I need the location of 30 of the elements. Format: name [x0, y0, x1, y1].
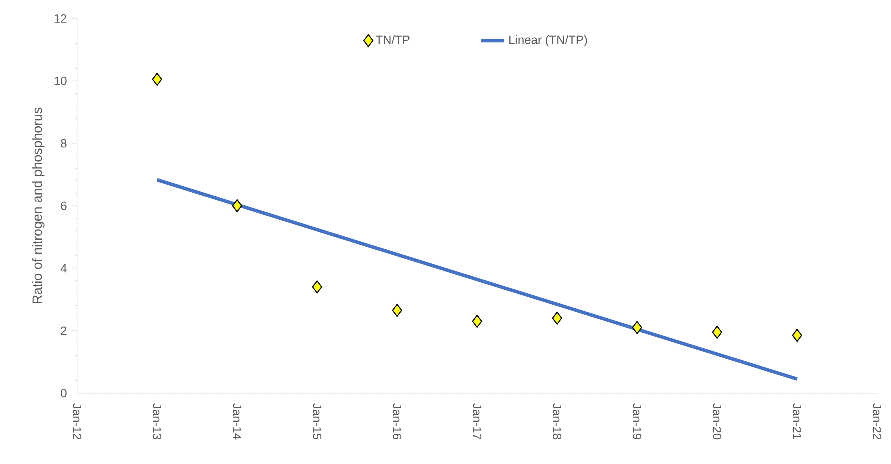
y-tick-label: 12 — [54, 14, 67, 23]
point — [152, 73, 162, 86]
x-tick-label: Jan-21 — [793, 404, 802, 440]
legend-label: TN/TP — [376, 35, 410, 44]
point — [392, 304, 402, 318]
y-tick-label: 2 — [61, 326, 67, 336]
x-tick-label: Jan-13 — [153, 404, 162, 440]
x-tick-label: Jan-19 — [633, 404, 642, 440]
point — [552, 312, 562, 325]
y-tick-label: 4 — [60, 264, 67, 273]
point — [632, 321, 642, 334]
x-tick-label: Jan-12 — [73, 404, 82, 440]
x-tick-label: Jan-15 — [313, 404, 322, 440]
x-tick-label: Jan-14 — [233, 404, 242, 440]
x-tick-label: Jan-18 — [553, 404, 562, 440]
point — [792, 329, 802, 342]
x-tick-label: Jan-16 — [393, 404, 402, 440]
point — [232, 199, 242, 213]
y-tick-label: 10 — [54, 76, 67, 86]
point — [472, 314, 482, 328]
y-tick-label: 0 — [61, 389, 67, 398]
y-axis-title: Ratio of nitrogen and phosphorus — [32, 108, 45, 304]
point — [312, 280, 322, 294]
x-tick-label: Jan-17 — [473, 404, 482, 440]
x-tick-label: Jan-20 — [713, 404, 722, 440]
y-tick-label: 6 — [61, 202, 67, 210]
x-tick-label: Jan-22 — [873, 404, 882, 440]
legend-label: Linear (TN/TP) — [510, 35, 588, 47]
y-tick-label: 8 — [61, 139, 67, 148]
point — [712, 326, 722, 339]
